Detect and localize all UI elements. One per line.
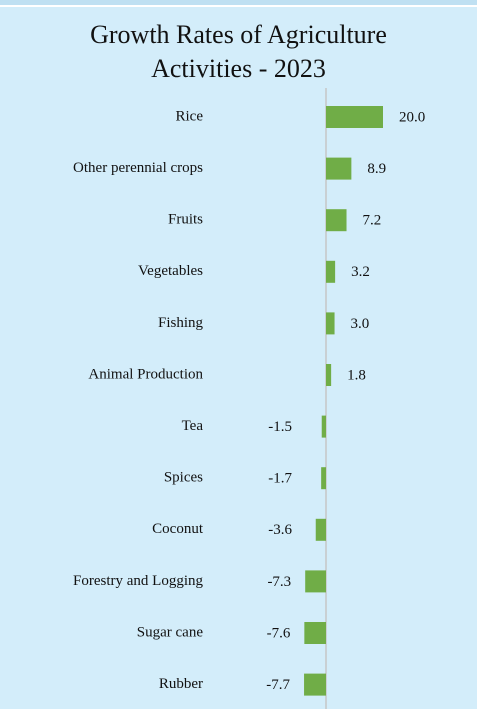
value-label: -7.3 bbox=[267, 574, 291, 590]
top-strip bbox=[0, 0, 477, 7]
category-label: Tea bbox=[182, 418, 204, 434]
category-label: Sugar cane bbox=[137, 624, 204, 640]
bar bbox=[304, 673, 326, 696]
value-label: 1.8 bbox=[347, 367, 366, 383]
category-label: Fishing bbox=[158, 315, 204, 331]
category-label: Rubber bbox=[159, 676, 203, 692]
bar bbox=[321, 415, 326, 438]
value-label: 7.2 bbox=[363, 213, 382, 229]
value-label: -7.7 bbox=[266, 677, 290, 693]
category-label: Forestry and Logging bbox=[73, 573, 203, 589]
bar bbox=[326, 364, 332, 386]
value-label: -7.6 bbox=[267, 625, 291, 641]
value-label: 8.9 bbox=[367, 161, 386, 177]
bar bbox=[326, 209, 347, 232]
bar bbox=[326, 312, 335, 335]
bar bbox=[305, 570, 326, 593]
value-label: 20.0 bbox=[399, 109, 425, 125]
category-label: Coconut bbox=[152, 521, 204, 537]
value-label: -1.5 bbox=[268, 419, 292, 435]
value-label: 3.0 bbox=[351, 316, 370, 332]
category-label: Rice bbox=[176, 108, 204, 124]
value-label: -1.7 bbox=[268, 471, 292, 487]
bar bbox=[304, 622, 326, 644]
chart-title: Growth Rates of Agriculture Activities -… bbox=[90, 20, 387, 83]
category-label: Vegetables bbox=[138, 263, 203, 279]
bar bbox=[326, 157, 352, 180]
value-label: -3.6 bbox=[268, 522, 292, 538]
category-label: Fruits bbox=[168, 212, 203, 228]
bar bbox=[326, 260, 336, 283]
value-label: 3.2 bbox=[351, 264, 370, 280]
category-label: Other perennial crops bbox=[73, 160, 203, 176]
category-label: Spices bbox=[164, 470, 203, 486]
bar bbox=[315, 518, 326, 541]
category-label: Animal Production bbox=[88, 366, 203, 382]
bar bbox=[321, 467, 326, 490]
bar bbox=[326, 106, 383, 128]
